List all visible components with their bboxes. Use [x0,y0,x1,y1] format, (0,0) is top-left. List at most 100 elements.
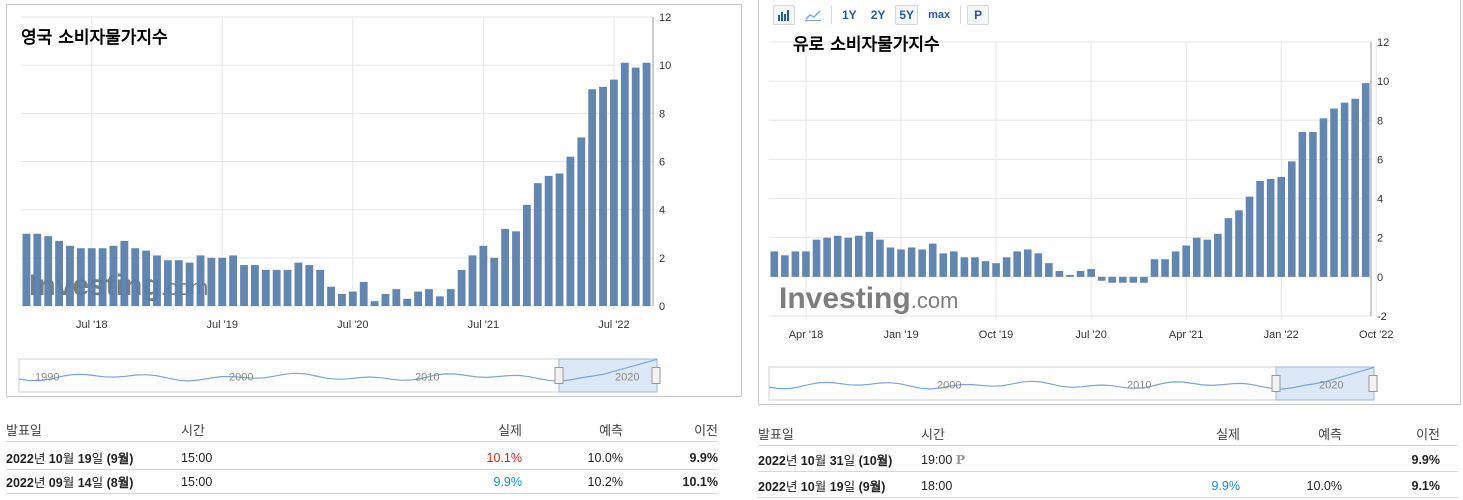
table-row: 2022년 09월 14일 (8월) 15:00 9.9% 10.2% 10.1… [6,470,718,494]
data-bar [610,79,618,306]
data-bar [272,269,281,306]
data-bar [22,233,31,306]
line-chart-icon[interactable] [801,5,825,25]
investing-watermark: Investing.com [779,282,958,315]
x-tick-label: Oct '19 [979,329,1014,341]
release-date: 2022년 10월 19일 (9월) [6,452,134,466]
data-bar [218,257,227,306]
navigator-series-line [18,358,658,382]
x-tick-label: Jul '18 [76,319,107,331]
range-1y-button[interactable]: 1Y [842,8,857,22]
y-tick-label: 6 [1377,154,1383,166]
x-tick-label: Jul '20 [1075,329,1106,341]
header-actual: 실제 [498,423,522,438]
data-bar [823,237,831,277]
data-bar [359,281,368,306]
x-tick-label: Apr '21 [1169,329,1204,341]
data-bar [392,289,401,306]
p-button[interactable]: P [967,5,990,25]
data-bar [1161,259,1169,277]
data-bar [802,251,810,277]
data-bar [544,175,553,306]
data-bar [981,261,990,277]
data-bar [468,255,477,306]
data-bar [229,255,238,306]
data-bar [971,257,979,277]
data-bar [98,248,107,306]
y-tick-label: 10 [1377,76,1389,88]
data-bar [1256,180,1264,277]
data-bar [1298,132,1307,277]
eu-release-table: 발표일 시간 실제 예측 이전 2022년 10월 31일 (10월) 19:0… [758,418,1458,500]
eu-cpi-panel: -2 0 2 4 6 8 10 12 Apr '18 Jan '19 Oct '19 Jul '20 A… [752,0,1463,500]
data-bar [490,257,499,306]
header-date: 발표일 [6,423,42,438]
data-bar [865,231,874,277]
y-tick-label: 4 [1377,194,1383,206]
data-bar [1002,257,1011,277]
data-bar [555,173,564,306]
data-bar [833,235,842,277]
data-bar [1055,270,1064,277]
data-bar [599,86,607,306]
data-bar [928,243,937,277]
data-bar [1097,276,1106,281]
x-tick-label: Oct '22 [1359,329,1394,341]
y-tick-label: 0 [659,301,665,313]
data-bar [435,296,444,306]
data-bar [261,269,270,306]
data-bar [131,248,140,306]
y-tick-label: -2 [1377,311,1387,323]
data-bar [577,137,586,306]
data-bar [631,67,640,306]
data-bar [370,301,379,306]
range-max-button[interactable]: max [928,9,951,21]
release-date: 2022년 10월 31일 (10월) [758,454,893,468]
data-bar [1171,251,1180,277]
data-bar [1330,108,1338,277]
range-2y-button[interactable]: 2Y [870,8,886,22]
data-bar [1129,276,1138,283]
data-bar [153,255,161,306]
x-tick-label: Jan '22 [1264,329,1299,341]
data-bar [1140,276,1148,283]
chart-toolbar: 1Y 2Y 5Y max P [773,4,990,26]
y-tick-label: 8 [1377,115,1383,127]
data-bar [876,239,884,277]
table-row: 2022년 10월 19일 (9월) 18:00 9.9% 10.0% 9.1% [758,474,1458,498]
y-tick-label: 12 [1377,37,1389,49]
data-bar [512,231,520,306]
data-bar [588,89,597,306]
data-bar [1245,196,1254,277]
header-previous: 이전 [1416,427,1440,442]
data-bar [338,293,346,306]
x-tick-label: Apr '18 [789,329,824,341]
data-bar [316,269,325,306]
data-bar [620,62,629,307]
data-bar [283,269,292,306]
data-bar [1119,276,1127,283]
bar-chart-icon[interactable] [773,5,795,25]
release-time: 15:00 [181,450,213,465]
y-tick-label: 2 [1377,233,1383,245]
data-bar [196,255,205,306]
data-bar [1108,276,1117,283]
navigator-handle [554,367,564,384]
data-bar [142,250,151,306]
uk-release-table: 발표일 시간 실제 예측 이전 2022년 10월 19일 (9월) 15:00… [6,410,718,500]
data-bar [1066,274,1074,277]
data-bar [207,257,216,306]
header-forecast: 예측 [599,423,623,438]
data-bar [1214,233,1222,277]
toolbar-divider [831,6,832,24]
range-5y-button[interactable]: 5Y [895,5,919,25]
x-tick-label: Jul '21 [468,319,499,331]
release-date: 2022년 09월 14일 (8월) [6,476,134,490]
data-bar [1277,177,1286,277]
preliminary-badge: P [955,452,966,467]
data-bar [897,249,905,277]
header-previous: 이전 [694,423,718,438]
uk-cpi-panel: 0 2 4 6 8 10 12 Jul '18 Jul '19 Jul '20 Jul '21 Jul… [6,4,742,500]
eu-cpi-chart-frame: -2 0 2 4 6 8 10 12 Apr '18 Jan '19 Oct '19 Jul '20 A… [758,0,1461,405]
data-bar [240,265,248,306]
